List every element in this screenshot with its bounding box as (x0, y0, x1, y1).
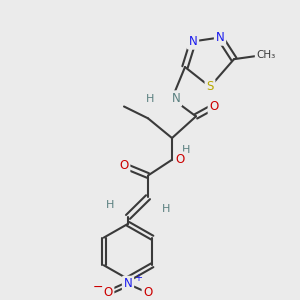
Text: N: N (124, 278, 132, 290)
Text: O: O (103, 286, 112, 299)
Text: O: O (209, 100, 219, 113)
Text: O: O (119, 159, 129, 172)
Text: O: O (176, 153, 184, 166)
Text: H: H (162, 204, 170, 214)
Text: N: N (216, 31, 224, 44)
Text: H: H (182, 145, 190, 155)
Text: H: H (106, 200, 114, 210)
Text: N: N (189, 35, 197, 48)
Text: CH₃: CH₃ (256, 50, 276, 60)
Text: O: O (143, 286, 153, 299)
Text: +: + (134, 273, 142, 283)
Text: S: S (206, 80, 214, 93)
Text: N: N (172, 92, 180, 105)
Text: H: H (146, 94, 154, 103)
Text: −: − (93, 280, 103, 293)
